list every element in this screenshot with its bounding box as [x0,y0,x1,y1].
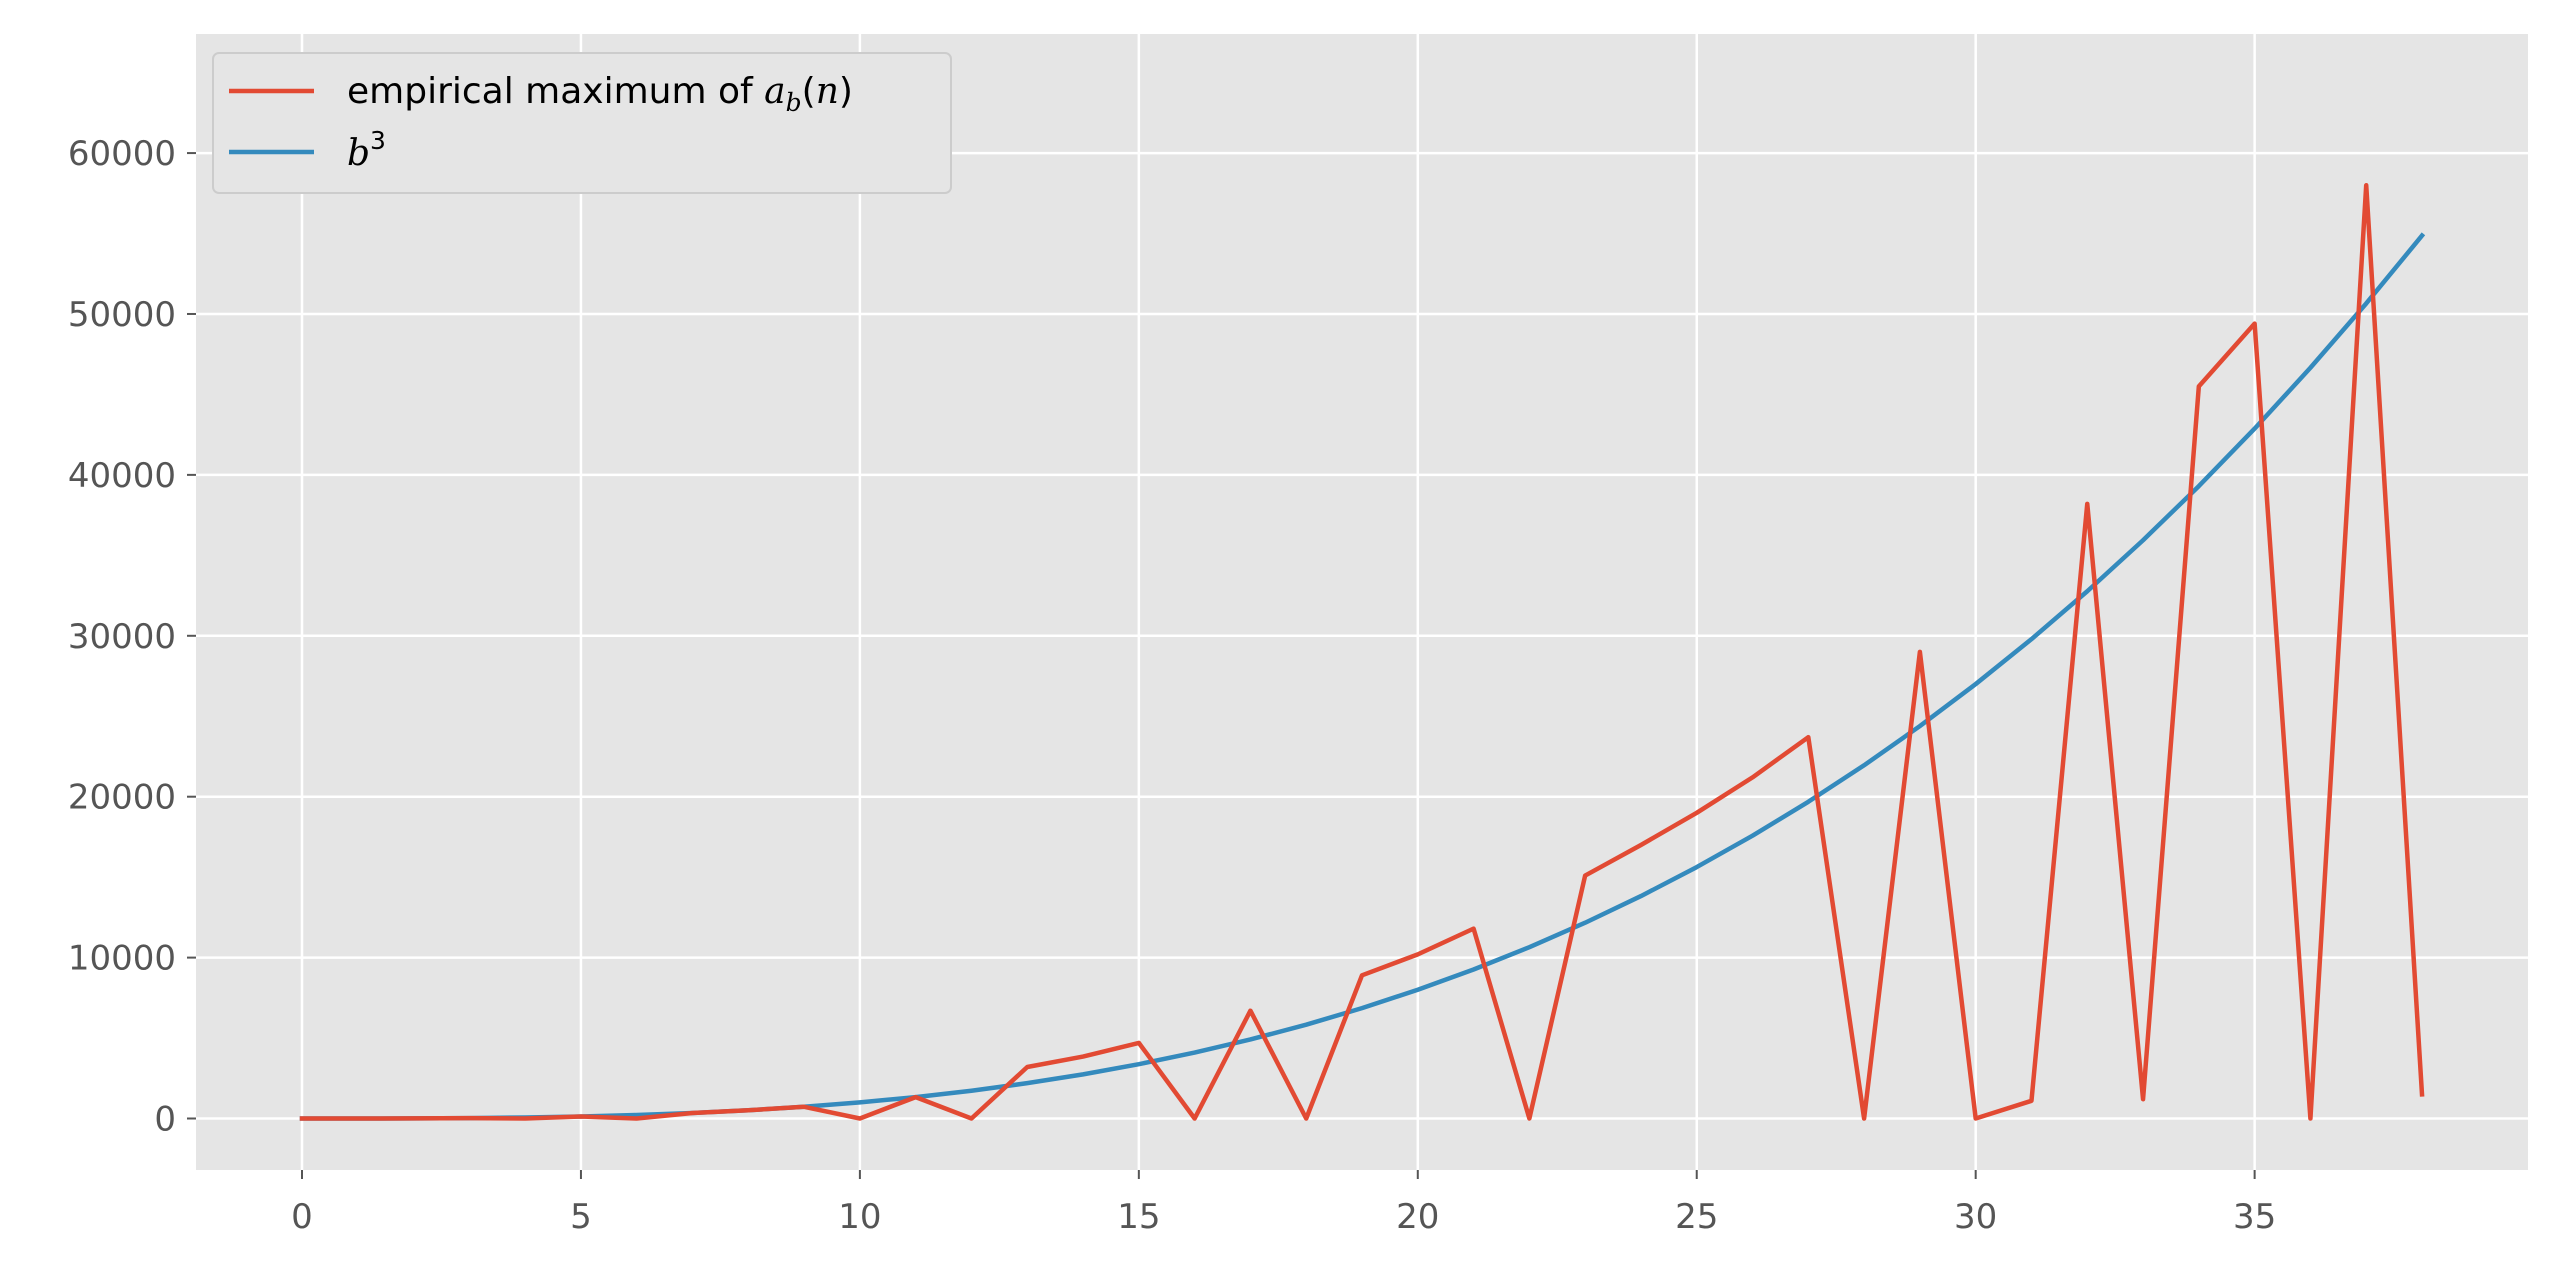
x-tick-label: 15 [1117,1197,1160,1237]
series-layer [299,183,2426,1121]
y-tick-label: 0 [154,1100,176,1140]
y-tick-label: 20000 [68,778,176,818]
x-tick-label: 25 [1675,1197,1718,1237]
x-axis: 0 5 10 15 20 25 30 35 [291,1170,2276,1237]
y-axis: 0 10000 20000 30000 40000 50000 60000 [68,134,196,1140]
legend: empirical maximum of ab(n) b3 [212,52,952,194]
series-line-empirical-maximum [299,183,2425,1121]
legend-label-b-cubed: b3 [347,126,386,174]
x-tick-label: 10 [838,1197,881,1237]
y-tick-label: 40000 [68,456,176,496]
legend-label-empirical-maximum: empirical maximum of ab(n) [347,71,853,117]
y-tick-label: 60000 [68,134,176,174]
plot-background [196,34,2528,1170]
legend-box [212,52,952,194]
x-tick-label: 35 [2233,1197,2276,1237]
grid-lines [196,34,2528,1170]
x-tick-label: 30 [1954,1197,1997,1237]
x-tick-label: 20 [1396,1197,1439,1237]
series-line-b-cubed [299,232,2426,1121]
y-tick-label: 10000 [68,939,176,979]
y-tick-label: 50000 [68,295,176,335]
x-tick-label: 0 [291,1197,313,1237]
x-tick-label: 5 [570,1197,592,1237]
y-tick-label: 30000 [68,617,176,657]
